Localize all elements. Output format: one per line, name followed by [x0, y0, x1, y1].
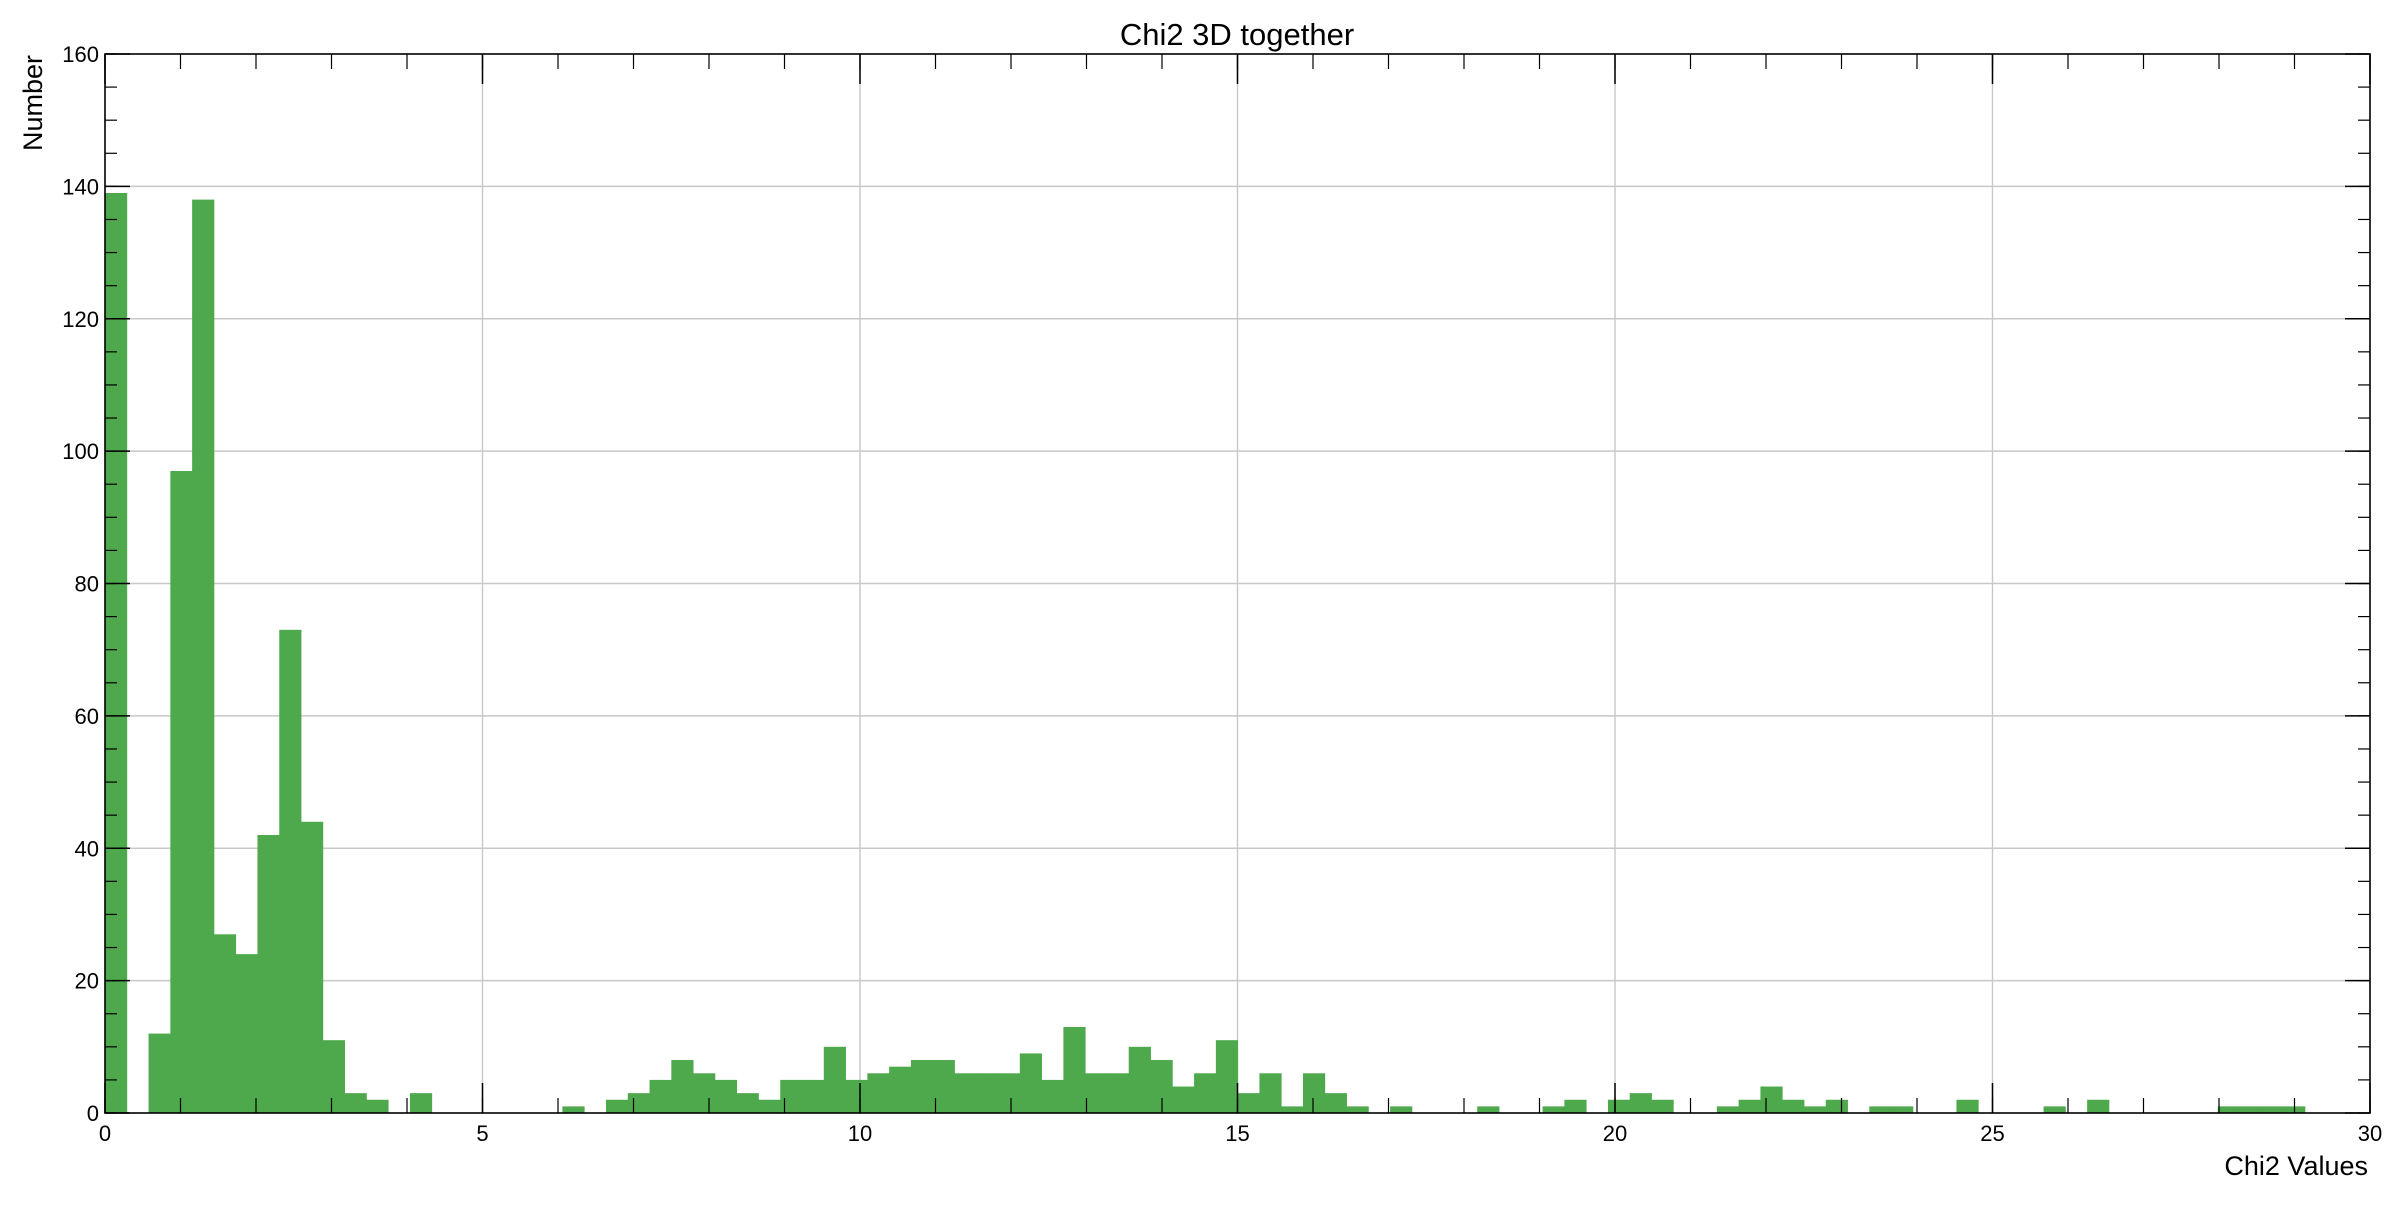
histogram-bar	[976, 1073, 999, 1113]
histogram-bar	[105, 192, 128, 1113]
histogram-bar	[344, 1093, 367, 1113]
histogram-bar	[1215, 1040, 1239, 1113]
x-tick-label: 25	[1980, 1121, 2004, 1146]
chart-title: Chi2 3D together	[1120, 17, 1354, 52]
histogram-bar	[1237, 1093, 1260, 1113]
histogram-bar	[649, 1079, 672, 1113]
histogram-bar	[1302, 1073, 1326, 1113]
histogram-bar	[1128, 1046, 1151, 1113]
x-tick-labels: 0 5 10 15 20 25 30	[99, 1121, 2382, 1146]
y-tick-label: 60	[75, 704, 99, 729]
y-tick-label: 20	[75, 969, 99, 994]
histogram-bar	[1716, 1106, 1740, 1113]
histogram-bar	[671, 1060, 694, 1113]
x-axis-label: Chi2 Values	[2224, 1151, 2368, 1181]
histogram-bar	[932, 1060, 955, 1113]
histogram-bar	[1803, 1106, 1827, 1113]
histogram-bar	[1063, 1026, 1086, 1113]
histogram-bar	[1651, 1099, 1674, 1113]
histogram-bar	[213, 934, 237, 1113]
y-tick-label: 100	[62, 439, 99, 464]
y-tick-label: 80	[75, 572, 99, 597]
histogram-bar	[2217, 1106, 2241, 1113]
histogram-bar	[562, 1106, 585, 1113]
y-tick-label: 140	[62, 174, 99, 199]
grid-layer	[105, 54, 2370, 1113]
histogram-bar	[1172, 1086, 1195, 1113]
y-tick-label: 160	[62, 42, 99, 67]
histogram-bar	[1106, 1073, 1130, 1113]
histogram-bar	[1346, 1106, 1369, 1113]
histogram-bar	[714, 1079, 738, 1113]
bars-layer	[105, 192, 2306, 1114]
histogram-bar	[1041, 1079, 1064, 1113]
histogram-bar	[1281, 1106, 1304, 1113]
histogram-bar	[1390, 1106, 1413, 1113]
histogram-bar	[2261, 1106, 2284, 1113]
histogram-bar	[758, 1099, 781, 1113]
x-tick-label: 30	[2358, 1121, 2382, 1146]
histogram-bar	[322, 1040, 345, 1113]
histogram-bar	[257, 835, 280, 1113]
histogram-bar	[780, 1079, 803, 1113]
histogram-bar	[1869, 1106, 1892, 1113]
x-tick-label: 5	[476, 1121, 488, 1146]
x-tick-label: 15	[1225, 1121, 1249, 1146]
x-tick-label: 20	[1603, 1121, 1627, 1146]
y-tick-label: 0	[87, 1101, 99, 1126]
histogram-bar	[845, 1079, 868, 1113]
histogram-bar	[1891, 1106, 1914, 1113]
histogram-bar	[1760, 1086, 1783, 1113]
histogram-bar	[2043, 1106, 2066, 1113]
histogram-bar	[1564, 1099, 1587, 1113]
histogram-bar	[889, 1066, 912, 1113]
histogram-bar	[1085, 1073, 1108, 1113]
histogram-bar	[1629, 1093, 1652, 1113]
histogram-bar	[802, 1079, 825, 1113]
histogram-bar	[867, 1073, 890, 1113]
histogram-bar	[1738, 1099, 1761, 1113]
histogram-bar	[170, 470, 193, 1113]
histogram-bar	[366, 1099, 389, 1113]
histogram-bar	[1150, 1060, 1173, 1113]
histogram-bar	[235, 954, 258, 1113]
histogram-bar	[1477, 1106, 1500, 1113]
histogram-bar	[2087, 1099, 2110, 1113]
histogram-bar	[1607, 1099, 1631, 1113]
histogram-bar	[1259, 1073, 1282, 1113]
histogram-bar	[910, 1060, 934, 1113]
histogram-bar	[192, 199, 215, 1114]
y-tick-label: 120	[62, 307, 99, 332]
histogram-bar	[148, 1033, 171, 1113]
histogram-bar	[1956, 1099, 1979, 1113]
y-tick-label: 40	[75, 836, 99, 861]
histogram-bar	[736, 1093, 759, 1113]
x-tick-label: 0	[99, 1121, 111, 1146]
histogram-bar	[301, 821, 324, 1113]
plot-frame	[104, 53, 2371, 1114]
histogram-bar	[409, 1093, 433, 1113]
histogram-bar	[627, 1093, 650, 1113]
x-tick-label: 10	[848, 1121, 872, 1146]
histogram-bar	[1782, 1099, 1805, 1113]
histogram-bar	[1194, 1073, 1217, 1113]
histogram-bar	[693, 1073, 716, 1113]
histogram-bar	[279, 629, 302, 1113]
histogram-bar	[823, 1046, 846, 1113]
y-tick-labels: 0 20 40 60 80 100 120 140 160	[62, 42, 99, 1126]
histogram-bar	[1324, 1093, 1347, 1113]
histogram-bar	[1019, 1053, 1043, 1113]
histogram-bar	[998, 1073, 1021, 1113]
histogram-bar	[954, 1073, 977, 1113]
histogram-bar	[1825, 1099, 1848, 1113]
histogram-bar	[2239, 1106, 2262, 1113]
ticks-layer	[104, 53, 2371, 1114]
histogram-bar	[605, 1099, 629, 1113]
histogram-bar	[1542, 1106, 1565, 1113]
y-axis-label: Number	[18, 55, 48, 151]
